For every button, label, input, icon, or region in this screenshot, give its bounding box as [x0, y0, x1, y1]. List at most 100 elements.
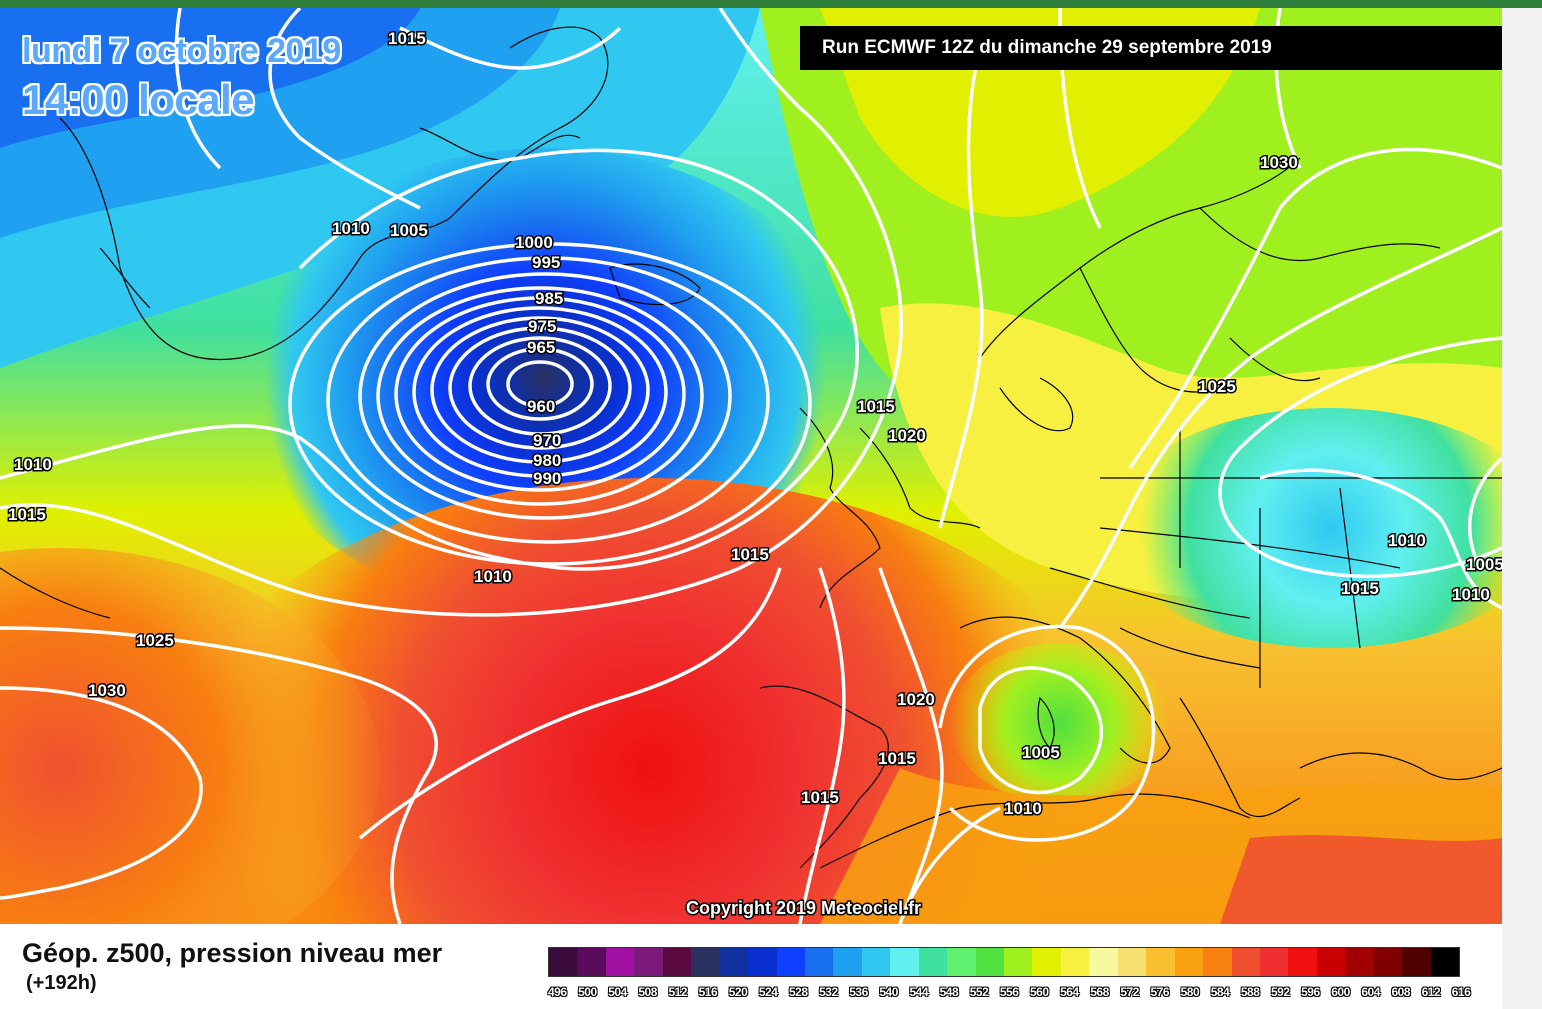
- isobars: [0, 8, 1502, 924]
- scale-value-label: 504: [608, 985, 627, 999]
- scale-color-cell: [577, 948, 606, 976]
- isobar-label: 985: [535, 289, 563, 308]
- isobar-label: 1015: [731, 545, 769, 564]
- isobar-label: 1015: [388, 29, 426, 48]
- scale-color-cell: [1316, 948, 1346, 976]
- scale-color-cell: [1174, 948, 1204, 976]
- scale-color-cell: [662, 948, 692, 976]
- scale-value-label: 516: [698, 985, 718, 999]
- scale-value-label: 572: [1120, 985, 1139, 999]
- west-atlantic-high-area: [0, 548, 380, 924]
- scale-value-label: 524: [758, 985, 778, 999]
- scale-value-label: 536: [849, 985, 868, 999]
- isobar-label: 1030: [1260, 153, 1298, 172]
- scale-color-cell: [776, 948, 805, 976]
- scale-value-label: 532: [819, 985, 838, 999]
- scale-color-cell: [804, 948, 834, 976]
- mediterranean-low-area: [950, 643, 1170, 803]
- scale-color-cell: [1430, 948, 1459, 976]
- isobar-label: 1025: [136, 631, 174, 650]
- scale-color-cell: [1146, 948, 1175, 976]
- scale-value-label: 596: [1301, 985, 1320, 999]
- isobar-label: 1015: [857, 397, 895, 416]
- scale-color-cell: [861, 948, 891, 976]
- isobar-label: 1000: [515, 233, 553, 252]
- scale-value-label: 592: [1271, 985, 1290, 999]
- southeast-red-region: [1220, 835, 1502, 924]
- isobar-label: 1010: [14, 455, 52, 474]
- scale-color-cell: [1004, 948, 1033, 976]
- isobar-label: 990: [533, 469, 561, 488]
- scale-value-label: 576: [1150, 985, 1170, 999]
- scale-value-label: 584: [1210, 985, 1230, 999]
- scale-color-cell: [1402, 948, 1431, 976]
- scale-value-label: 544: [909, 985, 929, 999]
- isobar-label: 1030: [88, 681, 126, 700]
- scale-color-cell: [1288, 948, 1317, 976]
- isobar-label: 1015: [878, 749, 916, 768]
- isobar-label: 1010: [332, 219, 370, 238]
- scale-color-cell: [748, 948, 777, 976]
- isobar-label: 1005: [1466, 555, 1502, 574]
- isobar-label-low-center: 960: [527, 397, 555, 416]
- scale-color-cell: [947, 948, 976, 976]
- scale-value-label: 616: [1451, 985, 1471, 999]
- scale-value-label: 552: [969, 985, 989, 999]
- isobar-label: 980: [533, 451, 561, 470]
- scale-color-cell: [1089, 948, 1118, 976]
- isobar-label: 1015: [1341, 579, 1379, 598]
- scale-color-cell: [691, 948, 720, 976]
- isobar-label: 1025: [1198, 377, 1236, 396]
- forecast-map-svg: 1015 1010 1005 1000 995 985 975 965 960 …: [0, 8, 1502, 924]
- isobar-label: 1005: [390, 221, 428, 240]
- scale-value-label: 540: [879, 985, 898, 999]
- scale-color-cell: [833, 948, 862, 976]
- scale-color-cell: [1203, 948, 1232, 976]
- right-margin: [1502, 8, 1542, 1009]
- scale-color-cell: [1259, 948, 1289, 976]
- scale-value-label: 568: [1090, 985, 1109, 999]
- scale-color-cell: [549, 948, 578, 976]
- scale-color-cell: [719, 948, 749, 976]
- coastlines: [0, 26, 1502, 869]
- scale-color-cell: [605, 948, 635, 976]
- copyright-text: Copyright 2019 Meteociel.fr: [686, 898, 921, 918]
- scale-color-cell: [1117, 948, 1147, 976]
- isobar-label: 1010: [1004, 799, 1042, 818]
- scale-value-label: 604: [1361, 985, 1380, 999]
- isobar-label: 1020: [897, 690, 935, 709]
- scale-color-cell: [1345, 948, 1374, 976]
- scale-value-label: 560: [1030, 985, 1049, 999]
- scale-value-label: 528: [789, 985, 808, 999]
- scale-color-cell: [975, 948, 1004, 976]
- scale-value-label: 496: [548, 985, 567, 999]
- scale-value-label: 548: [939, 985, 959, 999]
- forecast-step: (+192h): [26, 972, 97, 994]
- isobar-label: 1010: [1388, 531, 1426, 550]
- isobar-label: 1015: [8, 505, 46, 524]
- scale-value-label: 500: [578, 985, 597, 999]
- scale-value-label: 564: [1060, 985, 1079, 999]
- forecast-time: 14:00 locale: [22, 76, 255, 123]
- weather-map: 1015 1010 1005 1000 995 985 975 965 960 …: [0, 8, 1502, 924]
- scale-value-label: 512: [668, 985, 688, 999]
- isobar-label: 965: [527, 338, 555, 357]
- isobar-label: 1010: [474, 567, 512, 586]
- scale-value-label: 508: [638, 985, 657, 999]
- scale-value-label: 608: [1391, 985, 1411, 999]
- scale-value-label: 600: [1331, 985, 1350, 999]
- scale-value-label: 520: [728, 985, 748, 999]
- scale-color-cell: [890, 948, 919, 976]
- color-scale-bar: [548, 947, 1460, 977]
- top-accent-bar: [0, 0, 1542, 8]
- isobar-labels: 1015 1010 1005 1000 995 985 975 965 960 …: [7, 28, 1503, 820]
- isobar-label: 1020: [888, 426, 926, 445]
- central-europe-low-area: [1110, 408, 1502, 648]
- scale-value-label: 556: [999, 985, 1019, 999]
- polar-deep-region: [0, 8, 420, 148]
- scale-value-label: 612: [1421, 985, 1441, 999]
- isobar-label: 1005: [1022, 743, 1060, 762]
- scale-value-label: 588: [1240, 985, 1260, 999]
- scale-color-cell: [918, 948, 948, 976]
- scale-color-cell: [1373, 948, 1403, 976]
